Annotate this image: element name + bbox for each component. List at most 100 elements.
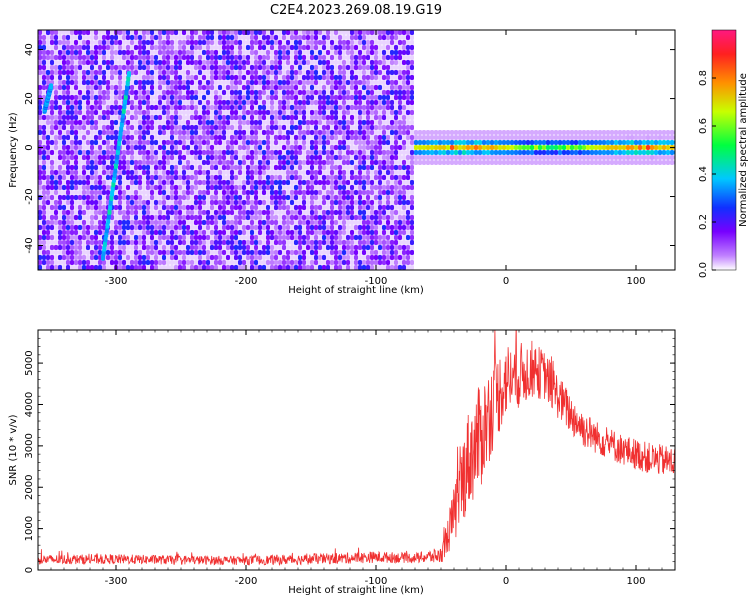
heat-cell [378, 135, 382, 140]
heat-cell [278, 225, 282, 230]
heat-cell [250, 70, 254, 75]
heat-cell [282, 265, 286, 270]
heat-cell [198, 260, 202, 265]
heat-cell [558, 130, 562, 135]
heat-cell [462, 155, 466, 160]
heat-cell [314, 30, 318, 35]
heat-cell [46, 65, 50, 70]
heat-cell [358, 70, 362, 75]
heat-cell [386, 120, 390, 125]
heat-cell [270, 235, 274, 240]
heat-cell [394, 160, 398, 165]
heat-cell [354, 120, 358, 125]
heat-cell [378, 250, 382, 255]
heat-cell [662, 150, 666, 155]
heat-cell [182, 155, 186, 160]
heat-cell [278, 35, 282, 40]
heat-cell [186, 245, 190, 250]
heat-cell [638, 160, 642, 165]
heat-cell [338, 225, 342, 230]
heat-cell [250, 65, 254, 70]
heat-cell [42, 195, 46, 200]
heat-cell [146, 40, 150, 45]
heat-cell [94, 160, 98, 165]
heat-cell [410, 120, 414, 125]
heat-cell [390, 135, 394, 140]
heat-cell [126, 255, 130, 260]
heat-cell [78, 140, 82, 145]
heat-cell [246, 265, 250, 270]
heat-cell [370, 85, 374, 90]
heat-cell [174, 190, 178, 195]
heat-cell [494, 160, 498, 165]
heat-cell [42, 215, 46, 220]
heat-cell [426, 145, 430, 150]
heat-cell [398, 235, 402, 240]
heat-cell [50, 240, 54, 245]
heat-cell [86, 125, 90, 130]
heat-cell [258, 60, 262, 65]
heat-cell [410, 170, 414, 175]
heat-cell [258, 250, 262, 255]
heat-cell [202, 65, 206, 70]
heat-cell [226, 215, 230, 220]
heat-cell [134, 40, 138, 45]
heat-cell [266, 170, 270, 175]
heat-cell [382, 105, 386, 110]
heat-cell [238, 215, 242, 220]
heat-cell [78, 255, 82, 260]
heat-cell [326, 260, 330, 265]
heat-cell [598, 160, 602, 165]
heat-cell [478, 140, 482, 145]
heat-cell [482, 150, 486, 155]
heat-cell [350, 225, 354, 230]
heat-cell [178, 95, 182, 100]
heat-cell [90, 40, 94, 45]
heat-cell [206, 105, 210, 110]
heat-cell [202, 135, 206, 140]
heat-cell [118, 240, 122, 245]
heat-cell [546, 145, 550, 150]
heat-cell [514, 160, 518, 165]
heat-cell [142, 135, 146, 140]
heat-cell [54, 200, 58, 205]
heat-cell [86, 75, 90, 80]
heat-cell [270, 210, 274, 215]
heat-cell [138, 260, 142, 265]
heat-cell [38, 85, 42, 90]
heat-cell [266, 90, 270, 95]
heat-cell [670, 150, 674, 155]
heat-cell [538, 140, 542, 145]
heat-cell [178, 210, 182, 215]
heat-cell [170, 55, 174, 60]
heat-cell [342, 65, 346, 70]
heat-cell [390, 35, 394, 40]
heat-cell [334, 90, 338, 95]
heat-cell [190, 70, 194, 75]
heat-cell [298, 180, 302, 185]
heat-cell [78, 85, 82, 90]
heat-cell [314, 255, 318, 260]
heat-cell [290, 95, 294, 100]
heat-cell [466, 150, 470, 155]
heat-cell [658, 145, 662, 150]
heat-cell [458, 135, 462, 140]
heat-cell [78, 170, 82, 175]
heat-cell [406, 250, 410, 255]
heat-cell [346, 90, 350, 95]
heat-cell [130, 200, 134, 205]
heat-cell [50, 115, 54, 120]
heat-cell [38, 45, 42, 50]
heat-cell [414, 140, 418, 145]
heat-cell [302, 40, 306, 45]
heat-cell [342, 120, 346, 125]
heat-cell [286, 170, 290, 175]
heat-cell [262, 170, 266, 175]
heat-cell [138, 35, 142, 40]
heat-cell [118, 50, 122, 55]
heat-cell [186, 205, 190, 210]
heat-cell [46, 70, 50, 75]
heat-cell [314, 130, 318, 135]
heat-cell [330, 235, 334, 240]
heat-cell [390, 145, 394, 150]
